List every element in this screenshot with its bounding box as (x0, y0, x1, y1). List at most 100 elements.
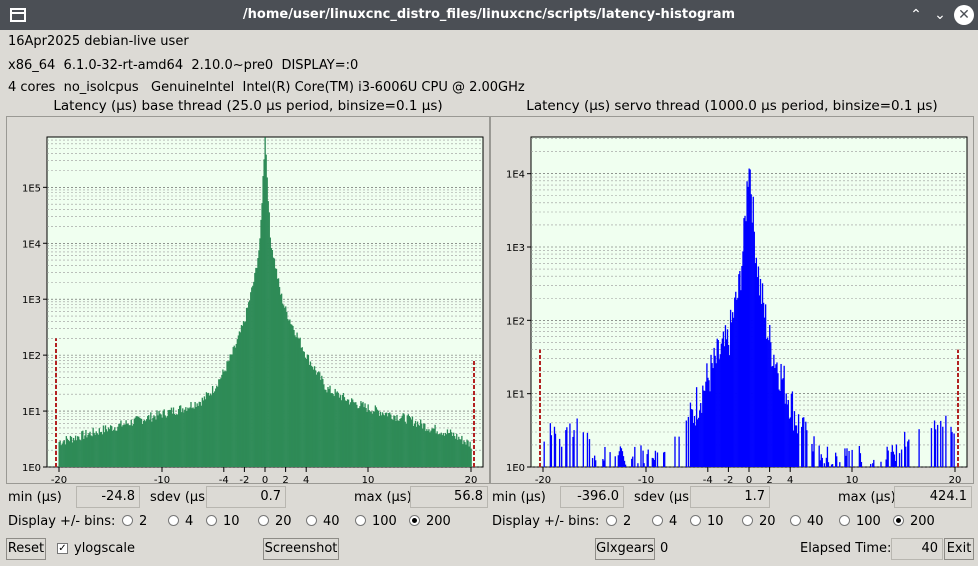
histogram-bar (368, 410, 370, 467)
histogram-bar (699, 410, 701, 467)
histogram-bar (199, 401, 201, 467)
histogram-bar (835, 452, 837, 467)
bins-radio-40[interactable]: 40 (306, 514, 340, 529)
bins-radio-20[interactable]: 20 (258, 514, 292, 529)
histogram-bar (150, 412, 152, 467)
y-tick-label: 1E0 (506, 463, 525, 474)
bins-radio-10[interactable]: 10 (206, 514, 240, 529)
histogram-bar (229, 354, 231, 467)
close-icon[interactable]: ✕ (954, 5, 974, 25)
histogram-bar (172, 407, 175, 467)
histogram-bar (360, 401, 362, 467)
histogram-bar (637, 463, 639, 467)
histogram-bar (728, 355, 731, 467)
radio-circle-icon (168, 515, 179, 526)
histogram-bar (880, 461, 882, 467)
histogram-bar (204, 399, 207, 467)
histogram-bar (441, 435, 443, 467)
bins-radio-4[interactable]: 4 (652, 514, 677, 529)
histogram-bar (620, 448, 623, 467)
histogram-bar (372, 411, 374, 467)
histogram-bar (905, 446, 907, 467)
histogram-bar (95, 431, 97, 467)
histogram-bar (160, 414, 162, 467)
exit-button[interactable]: Exit (944, 538, 974, 560)
radio-circle-icon (893, 515, 904, 526)
radio-circle-icon (606, 515, 617, 526)
histogram-bar (352, 399, 354, 467)
histogram-bar (463, 440, 465, 467)
bins-radio-20[interactable]: 20 (742, 514, 776, 529)
histogram-bar (691, 409, 694, 467)
histogram-bar (78, 436, 80, 467)
minimize-icon[interactable]: ⌄ (934, 7, 946, 23)
histogram-bar (237, 335, 240, 467)
bins-radio-200[interactable]: 200 (409, 514, 451, 529)
histogram-bar (711, 363, 713, 467)
histogram-bar (198, 401, 200, 467)
histogram-bar (687, 416, 690, 467)
histogram-bar (408, 415, 411, 467)
glxgears-count: 0 (660, 541, 669, 556)
histogram-bar (156, 410, 158, 467)
histogram-bar (171, 413, 174, 467)
histogram-bar (784, 403, 786, 467)
histogram-bar (86, 437, 88, 467)
histogram-bar (216, 385, 218, 467)
histogram-bar (89, 431, 91, 467)
radio-circle-icon (790, 515, 801, 526)
histogram-bar (743, 218, 745, 467)
histogram-bar (825, 457, 828, 467)
x-tick-label: 10 (362, 475, 375, 483)
histogram-bar (178, 405, 181, 467)
sdev-value: 1.7 (690, 486, 770, 508)
glxgears-button[interactable]: Glxgears (595, 538, 655, 560)
histogram-bar (423, 423, 425, 467)
histogram-bar (945, 415, 947, 467)
bins-radio-100[interactable]: 100 (355, 514, 397, 529)
histogram-bar (773, 354, 775, 467)
bins-radio-40[interactable]: 40 (790, 514, 824, 529)
histogram-bar (230, 354, 232, 467)
histogram-bar (454, 436, 456, 467)
histogram-bar (141, 423, 144, 467)
reset-button[interactable]: Reset (6, 538, 46, 560)
bins-radio-2[interactable]: 2 (122, 514, 147, 529)
histogram-bar (940, 420, 942, 467)
bins-radio-100[interactable]: 100 (839, 514, 881, 529)
window-menu-icon[interactable] (10, 8, 26, 22)
maximize-icon[interactable]: ⌃ (910, 7, 922, 23)
histogram-bar (398, 420, 400, 467)
bins-radio-label: 10 (223, 514, 240, 529)
histogram-bar (406, 415, 408, 467)
histogram-bar (569, 423, 571, 467)
radio-circle-icon (355, 515, 366, 526)
histogram-bar (71, 442, 74, 467)
bins-radio-label: 100 (856, 514, 881, 529)
histogram-bar (543, 441, 545, 467)
histogram-bar (155, 419, 157, 467)
bins-radio-4[interactable]: 4 (168, 514, 193, 529)
histogram-bar (715, 363, 717, 467)
histogram-bar (306, 354, 309, 467)
histogram-bar (154, 416, 156, 467)
histogram-bar (845, 455, 847, 467)
histogram-bar (779, 391, 781, 467)
histogram-bar (201, 397, 203, 467)
histogram-bar (61, 443, 63, 467)
bins-radio-2[interactable]: 2 (606, 514, 631, 529)
histogram-bar (388, 412, 390, 467)
histogram-bar (549, 423, 552, 467)
histogram-bar (435, 433, 437, 467)
ylogscale-checkbox[interactable]: ✓ (57, 543, 68, 554)
screenshot-button[interactable]: Screenshot (263, 538, 339, 560)
histogram-bar (274, 268, 277, 467)
bins-radio-200[interactable]: 200 (893, 514, 935, 529)
histogram-bar (449, 429, 452, 467)
histogram-bar (212, 392, 215, 467)
bins-radio-10[interactable]: 10 (690, 514, 724, 529)
histogram-bar (443, 435, 446, 467)
histogram-bar (428, 429, 430, 467)
window-title: /home/user/linuxcnc_distro_files/linuxcn… (242, 7, 736, 22)
histogram-bar (164, 415, 166, 467)
